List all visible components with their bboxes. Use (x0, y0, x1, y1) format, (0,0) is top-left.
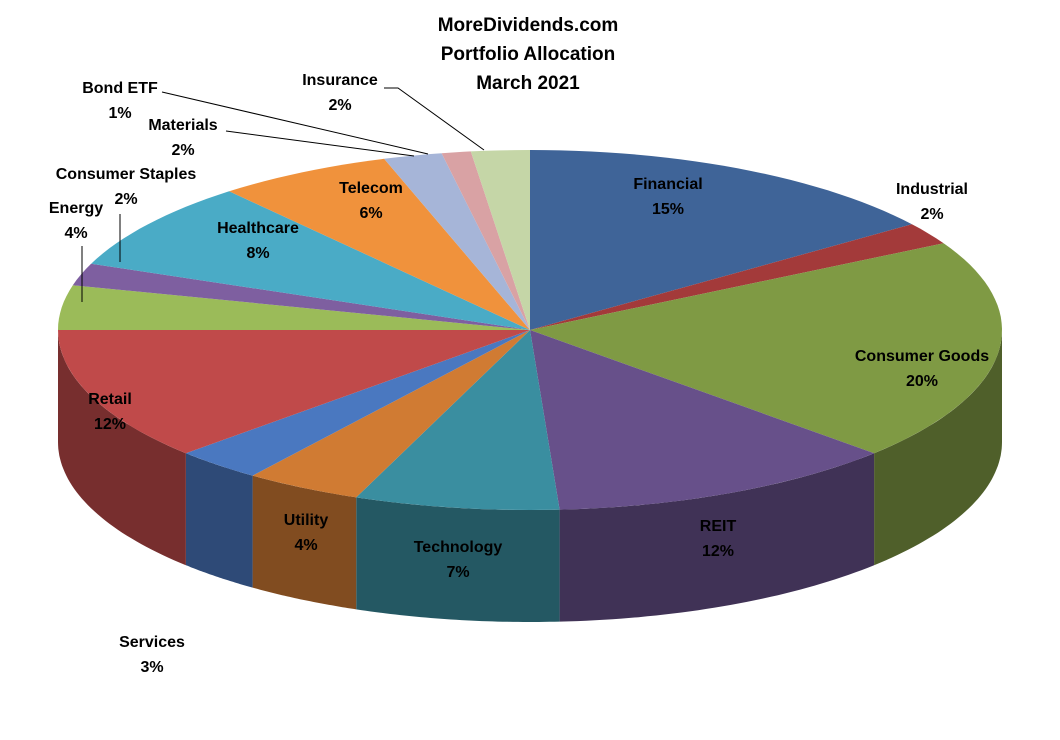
slice (441, 151, 530, 330)
value-label: 2% (920, 206, 943, 223)
value-label: 20% (906, 373, 938, 390)
slice (72, 263, 531, 330)
slice-label: Insurance (302, 72, 378, 89)
slice-label: Energy (49, 200, 103, 217)
leader-lines (81, 87, 485, 302)
slice (470, 150, 530, 330)
slice (185, 330, 530, 476)
chart-title: March 2021 (476, 73, 580, 94)
value-label: 15% (652, 201, 684, 218)
slice-label: Industrial (896, 181, 968, 198)
chart-title: Portfolio Allocation (441, 44, 616, 65)
slice-label: Utility (284, 512, 329, 529)
slice (58, 330, 530, 454)
slice (530, 330, 875, 510)
value-label: 2% (171, 142, 194, 159)
value-label: 4% (294, 537, 317, 554)
slice (530, 150, 912, 330)
slice-label: Materials (148, 117, 217, 134)
slice (229, 158, 530, 330)
value-label: 1% (108, 105, 131, 122)
slice (530, 224, 944, 330)
slice-label: Services (119, 634, 185, 651)
slice (356, 330, 560, 510)
slice-label: Healthcare (217, 220, 299, 237)
slice (384, 153, 530, 330)
slice-label: Consumer Staples (56, 166, 197, 183)
value-label: 6% (359, 205, 382, 222)
value-label: 7% (446, 564, 469, 581)
slice-side (185, 453, 253, 588)
slice-label: Financial (633, 176, 702, 193)
slice-label: Telecom (339, 180, 403, 197)
leader-line (225, 130, 415, 157)
value-label: 2% (328, 97, 351, 114)
value-label: 2% (114, 191, 137, 208)
pie (58, 150, 1002, 622)
slice-side (874, 330, 1002, 566)
slice-label: Retail (88, 391, 132, 408)
value-label: 4% (64, 225, 87, 242)
slice (530, 243, 1002, 454)
slice-label: Consumer Goods (855, 348, 989, 365)
slice-side (356, 497, 560, 622)
value-label: 12% (702, 543, 734, 560)
slice-label: Bond ETF (82, 80, 158, 97)
slice-label: Technology (414, 539, 503, 556)
slice (91, 191, 530, 330)
chart-title: MoreDividends.com (438, 15, 619, 36)
value-label: 3% (140, 659, 163, 676)
value-label: 12% (94, 416, 126, 433)
slice-side (559, 453, 875, 622)
leader-line (161, 91, 429, 155)
value-label: 8% (246, 245, 269, 262)
slice-side (252, 475, 357, 610)
slice-side (58, 330, 186, 566)
leader-line (384, 87, 485, 151)
slice (58, 285, 530, 330)
slice (252, 330, 530, 498)
slice-label: REIT (700, 518, 737, 535)
